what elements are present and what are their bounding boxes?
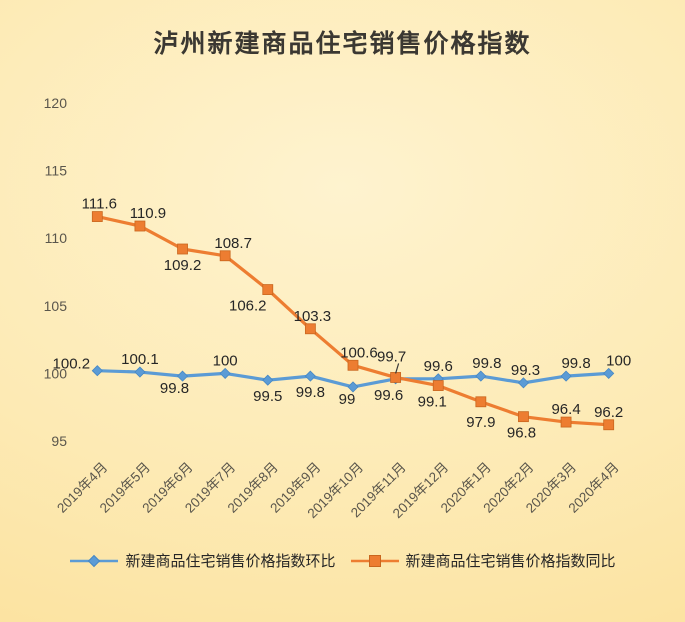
y-tick-label: 110: [45, 230, 68, 246]
data-label-mom: 99.3: [511, 362, 540, 379]
marker-mom: [91, 365, 103, 377]
legend-label-mom: 新建商品住宅销售价格指数环比: [125, 553, 336, 570]
label-leader-line: [395, 363, 400, 374]
data-label-yoy: 108.7: [214, 235, 252, 252]
marker-yoy: [390, 372, 402, 383]
y-tick-label: 120: [44, 95, 68, 111]
marker-yoy: [347, 359, 359, 371]
data-label-yoy: 99.1: [418, 394, 447, 411]
marker-yoy: [432, 380, 444, 391]
y-tick-label: 105: [44, 298, 68, 314]
marker-yoy: [518, 411, 529, 423]
marker-yoy: [177, 243, 188, 255]
marker-yoy: [603, 419, 615, 431]
legend-item-yoy: 新建商品住宅销售价格指数同比: [350, 550, 616, 571]
data-label-mom: 99.8: [561, 355, 590, 372]
marker-mom: [347, 381, 359, 393]
marker-mom: [304, 370, 316, 382]
data-label-yoy: 96.2: [594, 404, 623, 421]
marker-yoy: [475, 396, 487, 408]
chart-title: 泸州新建商品住宅销售价格指数: [153, 31, 532, 58]
legend-item-mom: 新建商品住宅销售价格指数环比: [69, 550, 336, 571]
data-label-mom: 99.6: [374, 387, 403, 404]
marker-yoy: [91, 211, 103, 222]
data-label-yoy: 109.2: [164, 257, 202, 274]
marker-yoy: [134, 220, 146, 232]
marker-mom: [475, 370, 487, 382]
marker-mom: [560, 370, 572, 382]
y-tick-label: 115: [45, 163, 68, 179]
data-label-yoy: 97.9: [466, 414, 495, 431]
marker-mom: [262, 374, 274, 386]
data-label-yoy: 96.8: [507, 425, 536, 442]
data-label-yoy: 106.2: [229, 298, 267, 315]
data-label-mom: 100: [213, 352, 238, 369]
marker-yoy: [560, 416, 572, 428]
data-label-mom: 99.5: [253, 388, 282, 405]
marker-yoy: [304, 323, 316, 335]
legend: 新建商品住宅销售价格指数环比 新建商品住宅销售价格指数同比: [0, 550, 685, 571]
data-label-yoy: 111.6: [82, 196, 117, 213]
legend-label-yoy: 新建商品住宅销售价格指数同比: [405, 553, 616, 570]
data-label-mom: 99.8: [160, 380, 189, 397]
data-label-yoy: 99.7: [377, 348, 406, 365]
data-label-mom: 99: [339, 391, 356, 408]
legend-line-square-icon: [350, 554, 399, 567]
data-label-mom: 100: [606, 352, 631, 369]
data-label-mom: 100.2: [53, 356, 91, 373]
data-label-mom: 99.8: [296, 384, 325, 401]
marker-mom: [517, 377, 530, 389]
data-label-mom: 100.1: [121, 351, 159, 368]
data-label-yoy: 100.6: [340, 344, 378, 361]
y-tick-label: 100: [44, 365, 68, 381]
legend-line-diamond-icon: [70, 554, 119, 567]
marker-mom: [603, 367, 615, 379]
data-label-yoy: 96.4: [551, 401, 580, 418]
marker-yoy: [219, 250, 231, 262]
marker-mom: [219, 367, 231, 379]
data-label-mom: 99.8: [472, 355, 501, 372]
y-tick-label: 95: [51, 433, 67, 449]
data-label-mom: 99.6: [424, 358, 453, 375]
marker-mom: [134, 366, 146, 378]
data-label-yoy: 103.3: [294, 308, 332, 325]
data-label-yoy: 110.9: [130, 205, 166, 222]
marker-yoy: [262, 284, 274, 295]
marker-mom: [176, 370, 189, 382]
